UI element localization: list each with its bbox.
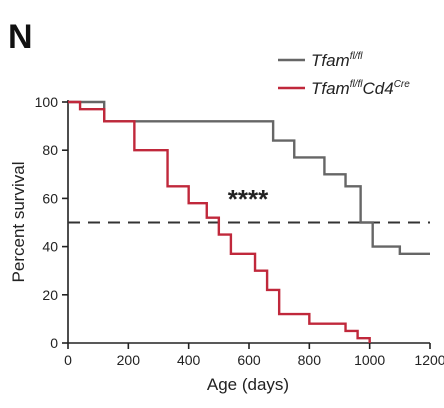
y-tick-label: 100 — [35, 94, 59, 110]
survival-curve-series-1 — [68, 100, 430, 256]
legend-label-series-2: Tfamfl/flCd4Cre — [311, 79, 410, 98]
x-tick-label: 1200 — [414, 352, 444, 368]
legend: Tfamfl/fl Tfamfl/flCd4Cre — [278, 51, 410, 98]
y-tick-label: 80 — [42, 142, 58, 158]
x-axis-title: Age (days) — [207, 375, 289, 394]
x-tick-label: 0 — [64, 352, 72, 368]
y-tick-label: 20 — [42, 287, 58, 303]
x-tick-label: 800 — [298, 352, 322, 368]
x-tick-label: 1000 — [354, 352, 385, 368]
x-tick-label: 600 — [237, 352, 261, 368]
significance-annotation: **** — [228, 184, 269, 214]
x-tick-label: 200 — [117, 352, 141, 368]
y-axis-title: Percent survival — [9, 162, 28, 283]
panel-letter: N — [8, 18, 33, 56]
legend-label-series-1: Tfamfl/fl — [311, 51, 363, 70]
x-tick-label: 400 — [177, 352, 201, 368]
y-tick-label: 40 — [42, 239, 58, 255]
survival-curve-series-2 — [68, 100, 371, 343]
y-tick-label: 0 — [50, 335, 58, 351]
series-group — [68, 100, 430, 343]
y-tick-label: 60 — [42, 190, 58, 206]
